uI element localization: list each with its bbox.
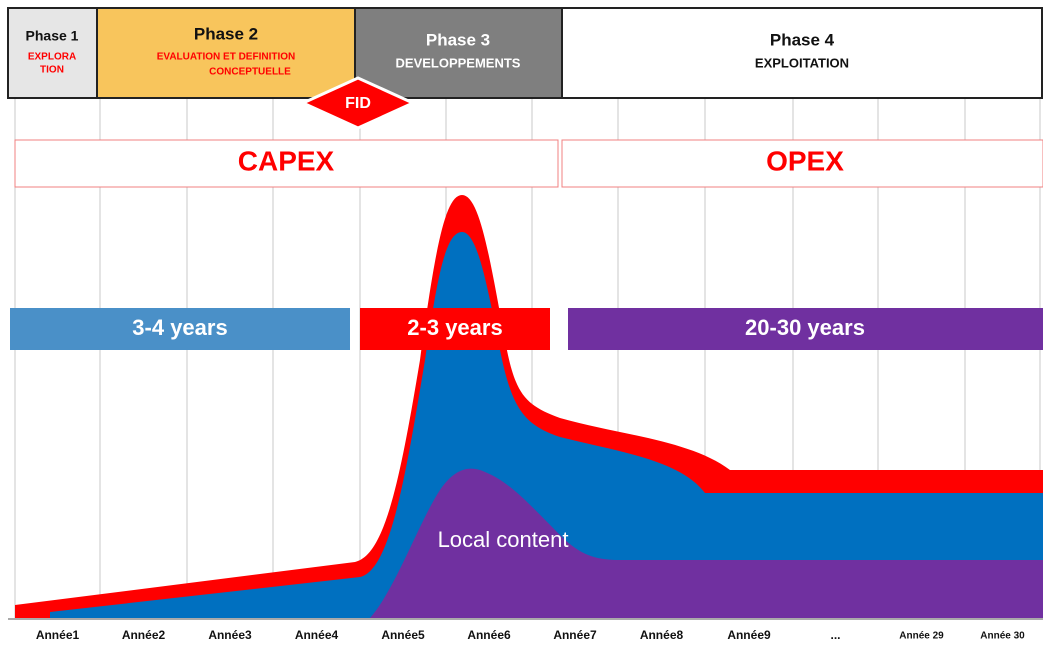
phase-box <box>7 7 98 99</box>
year-label: Année5 <box>381 628 425 642</box>
duration-bar <box>360 308 550 350</box>
year-label: Année7 <box>553 628 597 642</box>
fid-diamond <box>299 76 417 130</box>
year-label: ... <box>830 628 840 642</box>
year-label: Année2 <box>122 628 166 642</box>
phase-box <box>354 7 563 99</box>
year-label: Année8 <box>640 628 684 642</box>
duration-label: 2-3 years <box>407 315 502 340</box>
duration-label: 3-4 years <box>132 315 227 340</box>
year-label: Année 29 <box>899 631 944 642</box>
phase-subtitle: EXPLORA <box>28 52 76 63</box>
local-content-label: Local content <box>438 527 569 552</box>
year-label: Année3 <box>208 628 252 642</box>
spend-curve <box>50 232 1043 618</box>
year-label: Année9 <box>727 628 771 642</box>
phase-subtitle: CONCEPTUELLE <box>209 67 291 78</box>
phase-subtitle: TION <box>40 65 64 76</box>
capex-box <box>14 139 559 188</box>
phase-name: Phase 4 <box>770 30 835 49</box>
year-label: Année4 <box>295 628 339 642</box>
year-labels: Année1 Année2 Année3 Année4 Année5 Année6 Anné… <box>36 628 1025 642</box>
phase-subtitle: EXPLOITATION <box>755 55 849 70</box>
duration-label: 20-30 years <box>745 315 865 340</box>
phase-name: Phase 1 <box>26 28 79 44</box>
fid-label: FID <box>345 95 371 112</box>
year-label: Année6 <box>467 628 511 642</box>
capex-label: CAPEX <box>238 145 335 176</box>
phase-box <box>561 7 1043 99</box>
year-axis <box>8 618 1043 650</box>
phase-subtitle: EVALUATION ET DEFINITION <box>157 52 296 63</box>
duration-bar <box>568 308 1043 350</box>
phase-name: Phase 3 <box>426 30 490 49</box>
opex-label: OPEX <box>766 145 844 176</box>
duration-bar <box>10 308 350 350</box>
year-label: Année 30 <box>980 631 1025 642</box>
local-content-area <box>370 468 1043 618</box>
phase-name: Phase 2 <box>194 24 258 43</box>
opex-box <box>561 139 1043 188</box>
phase-box <box>96 7 356 99</box>
year-label: Année1 <box>36 628 80 642</box>
phase-subtitle: DEVELOPPEMENTS <box>396 55 521 70</box>
